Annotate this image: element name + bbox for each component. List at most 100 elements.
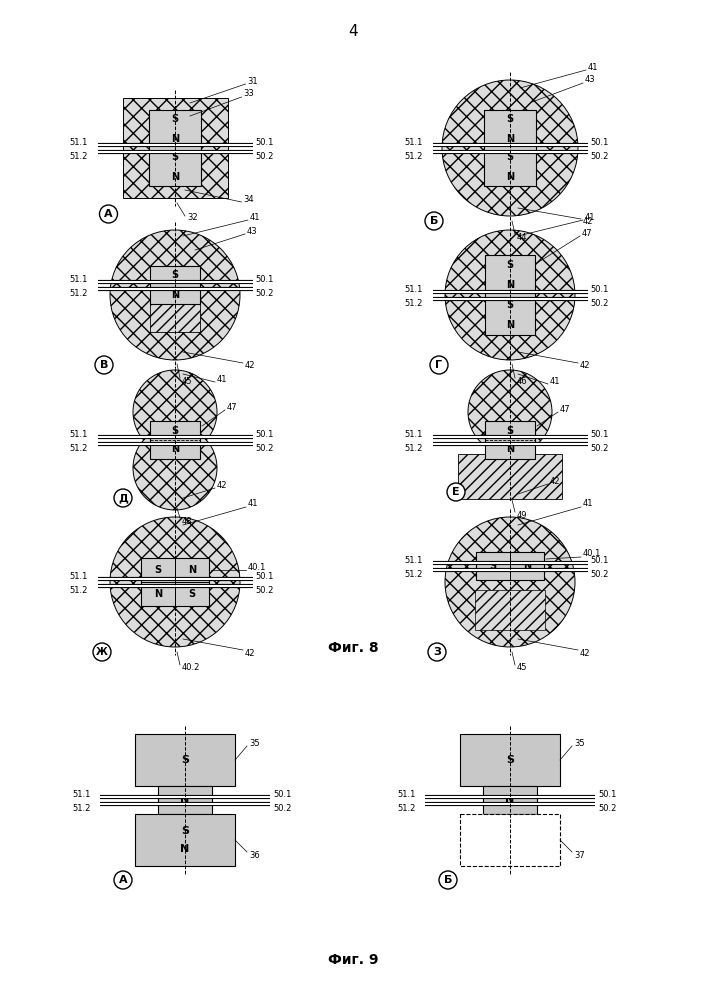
Text: 51.2: 51.2 bbox=[404, 444, 423, 453]
Text: 50.2: 50.2 bbox=[255, 444, 274, 453]
Text: 33: 33 bbox=[243, 90, 255, 99]
Text: 51.1: 51.1 bbox=[69, 572, 88, 581]
Bar bbox=[135, 814, 235, 866]
Text: S: S bbox=[171, 152, 179, 162]
Text: Д: Д bbox=[118, 493, 128, 503]
Text: 4: 4 bbox=[348, 24, 358, 39]
Text: 43: 43 bbox=[247, 227, 257, 235]
Bar bbox=[458, 454, 562, 499]
Circle shape bbox=[445, 517, 575, 647]
Circle shape bbox=[468, 370, 552, 454]
Text: 51.1: 51.1 bbox=[69, 430, 88, 439]
Text: S: S bbox=[189, 589, 196, 599]
Text: N: N bbox=[171, 172, 179, 182]
Circle shape bbox=[110, 230, 240, 360]
Bar bbox=[475, 590, 545, 630]
Circle shape bbox=[93, 643, 111, 661]
Text: 47: 47 bbox=[560, 404, 571, 414]
Circle shape bbox=[428, 643, 446, 661]
Bar bbox=[485, 255, 535, 335]
Text: S: S bbox=[181, 826, 189, 836]
Text: N: N bbox=[171, 133, 179, 143]
Text: 50.2: 50.2 bbox=[590, 444, 609, 453]
Circle shape bbox=[100, 205, 117, 223]
Text: 51.2: 51.2 bbox=[72, 804, 90, 813]
Circle shape bbox=[114, 489, 132, 507]
Circle shape bbox=[447, 483, 465, 501]
Text: 51.1: 51.1 bbox=[404, 430, 423, 439]
Text: 50.1: 50.1 bbox=[255, 138, 274, 147]
Text: N: N bbox=[171, 290, 179, 300]
Text: S: S bbox=[506, 300, 513, 310]
Text: S: S bbox=[171, 114, 179, 124]
Text: 50.2: 50.2 bbox=[273, 804, 291, 813]
Text: 51.1: 51.1 bbox=[69, 138, 88, 147]
Text: S: S bbox=[489, 561, 496, 571]
Circle shape bbox=[95, 356, 113, 374]
Circle shape bbox=[439, 871, 457, 889]
Text: 41: 41 bbox=[250, 213, 260, 222]
Text: N: N bbox=[180, 844, 189, 854]
Text: 51.1: 51.1 bbox=[404, 138, 423, 147]
Text: 41: 41 bbox=[550, 376, 561, 385]
Text: 41: 41 bbox=[585, 213, 595, 222]
Text: Фиг. 8: Фиг. 8 bbox=[327, 641, 378, 655]
Text: 47: 47 bbox=[227, 402, 238, 412]
Text: Г: Г bbox=[436, 360, 443, 370]
Text: 50.1: 50.1 bbox=[590, 556, 609, 565]
Text: 41: 41 bbox=[217, 374, 228, 383]
Text: 36: 36 bbox=[249, 850, 259, 859]
Bar bbox=[158, 786, 212, 814]
Text: 41: 41 bbox=[248, 499, 259, 508]
Circle shape bbox=[442, 80, 578, 216]
Text: 34: 34 bbox=[243, 196, 254, 205]
Text: 40.2: 40.2 bbox=[182, 664, 200, 672]
Text: S: S bbox=[506, 260, 513, 270]
Bar bbox=[460, 734, 560, 786]
Bar bbox=[149, 110, 201, 186]
Text: 50.1: 50.1 bbox=[598, 790, 617, 799]
Text: 40.1: 40.1 bbox=[248, 562, 267, 572]
Text: 48: 48 bbox=[182, 516, 192, 526]
Bar bbox=[141, 558, 209, 606]
Text: 41: 41 bbox=[588, 62, 599, 72]
Text: N: N bbox=[180, 795, 189, 805]
Text: 50.1: 50.1 bbox=[255, 572, 274, 581]
Text: 50.2: 50.2 bbox=[255, 289, 274, 298]
Text: 50.2: 50.2 bbox=[590, 152, 609, 161]
Text: 46: 46 bbox=[517, 376, 527, 385]
Bar bbox=[122, 98, 228, 198]
Text: Е: Е bbox=[452, 487, 460, 497]
Text: 50.2: 50.2 bbox=[590, 570, 609, 579]
Text: 44: 44 bbox=[517, 232, 527, 241]
Text: N: N bbox=[506, 444, 514, 454]
Text: S: S bbox=[171, 270, 179, 280]
Bar bbox=[484, 110, 536, 186]
Text: 42: 42 bbox=[245, 648, 255, 658]
Text: 50.1: 50.1 bbox=[590, 430, 609, 439]
Text: 49: 49 bbox=[517, 510, 527, 520]
Bar bbox=[135, 734, 235, 786]
Text: 40.1: 40.1 bbox=[583, 550, 602, 558]
Text: 45: 45 bbox=[517, 664, 527, 672]
Text: Б: Б bbox=[444, 875, 452, 885]
Text: S: S bbox=[506, 114, 513, 124]
Text: 42: 42 bbox=[583, 218, 593, 227]
Bar bbox=[460, 814, 560, 866]
Text: 35: 35 bbox=[249, 738, 259, 748]
Text: 42: 42 bbox=[580, 648, 590, 658]
Text: N: N bbox=[188, 565, 196, 575]
Text: 51.1: 51.1 bbox=[404, 285, 423, 294]
Text: N: N bbox=[506, 320, 514, 330]
Circle shape bbox=[114, 871, 132, 889]
Text: N: N bbox=[506, 795, 515, 805]
Text: 42: 42 bbox=[245, 360, 255, 369]
Bar bbox=[150, 266, 200, 304]
Text: 50.1: 50.1 bbox=[590, 138, 609, 147]
Text: 51.1: 51.1 bbox=[72, 790, 90, 799]
Text: 51.2: 51.2 bbox=[69, 152, 88, 161]
Text: 50.1: 50.1 bbox=[255, 275, 274, 284]
Circle shape bbox=[110, 517, 240, 647]
Text: В: В bbox=[100, 360, 108, 370]
Text: 51.2: 51.2 bbox=[404, 152, 423, 161]
